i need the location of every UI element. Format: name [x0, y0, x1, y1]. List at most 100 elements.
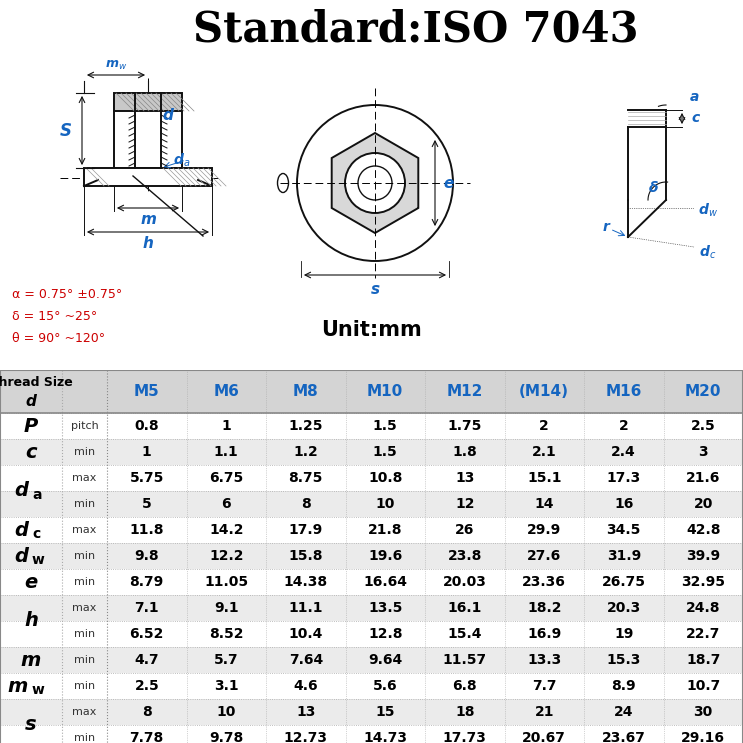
Text: 10: 10 — [375, 497, 395, 511]
Text: 16: 16 — [614, 497, 634, 511]
Text: 24: 24 — [614, 705, 634, 719]
Text: 18.7: 18.7 — [686, 653, 721, 667]
Circle shape — [297, 105, 453, 261]
Text: 22.7: 22.7 — [686, 627, 721, 641]
Text: a: a — [32, 488, 42, 502]
Text: 1: 1 — [221, 419, 231, 433]
Text: 27.6: 27.6 — [527, 549, 562, 563]
Text: min: min — [74, 499, 95, 509]
Text: 15.8: 15.8 — [288, 549, 323, 563]
Text: d: d — [14, 547, 28, 565]
Text: 3: 3 — [698, 445, 708, 459]
Text: min: min — [74, 681, 95, 691]
Text: 8.75: 8.75 — [288, 471, 323, 485]
Text: 29.16: 29.16 — [681, 731, 725, 743]
Bar — [0, 439, 743, 465]
Text: 23.67: 23.67 — [602, 731, 646, 743]
Text: max: max — [72, 525, 97, 535]
Text: s: s — [371, 282, 380, 296]
Text: 10.7: 10.7 — [686, 679, 721, 693]
Bar — [0, 699, 743, 725]
Text: 9.1: 9.1 — [214, 601, 239, 615]
Text: m: m — [21, 651, 41, 669]
Text: 5.7: 5.7 — [214, 653, 239, 667]
Text: 1.8: 1.8 — [452, 445, 477, 459]
Text: 5: 5 — [142, 497, 152, 511]
Text: 18: 18 — [455, 705, 475, 719]
Ellipse shape — [277, 174, 288, 192]
Text: 13: 13 — [455, 471, 475, 485]
Text: 8.9: 8.9 — [611, 679, 636, 693]
Text: e: e — [444, 175, 454, 190]
Text: 19.6: 19.6 — [368, 549, 403, 563]
Text: M5: M5 — [134, 384, 160, 399]
Bar — [0, 647, 743, 673]
Text: 34.5: 34.5 — [606, 523, 641, 537]
Text: 9.8: 9.8 — [134, 549, 159, 563]
Circle shape — [345, 153, 405, 213]
Text: 15.3: 15.3 — [606, 653, 641, 667]
Text: 4.6: 4.6 — [293, 679, 318, 693]
Text: 8: 8 — [142, 705, 152, 719]
Bar — [0, 465, 743, 491]
Text: max: max — [72, 603, 97, 613]
Text: min: min — [74, 551, 95, 561]
Text: 9.64: 9.64 — [368, 653, 403, 667]
Bar — [0, 413, 743, 439]
Text: (M14): (M14) — [519, 384, 569, 399]
Text: 6.52: 6.52 — [129, 627, 164, 641]
Text: 21.6: 21.6 — [686, 471, 721, 485]
Text: 7.7: 7.7 — [532, 679, 557, 693]
Text: 9.78: 9.78 — [209, 731, 244, 743]
Text: 12: 12 — [455, 497, 475, 511]
Text: α = 0.75° ±0.75°: α = 0.75° ±0.75° — [12, 288, 123, 302]
Bar — [0, 491, 743, 517]
Text: min: min — [74, 655, 95, 665]
Text: 6.75: 6.75 — [209, 471, 244, 485]
Text: 6.8: 6.8 — [452, 679, 477, 693]
Text: h: h — [143, 236, 154, 251]
Bar — [0, 621, 743, 647]
Text: Standard:ISO 7043: Standard:ISO 7043 — [193, 9, 639, 51]
Text: M8: M8 — [293, 384, 319, 399]
Text: 18.2: 18.2 — [527, 601, 562, 615]
Text: P: P — [24, 417, 38, 435]
Text: M16: M16 — [606, 384, 642, 399]
Text: d: d — [14, 481, 28, 501]
Text: 13: 13 — [296, 705, 316, 719]
Text: 10: 10 — [216, 705, 236, 719]
Text: 7.78: 7.78 — [129, 731, 164, 743]
Text: 2.1: 2.1 — [532, 445, 557, 459]
Text: 19: 19 — [614, 627, 634, 641]
Text: d$_c$: d$_c$ — [699, 243, 717, 261]
Text: δ: δ — [649, 181, 659, 195]
Text: m: m — [7, 676, 28, 695]
Text: 2: 2 — [539, 419, 549, 433]
Text: 4.7: 4.7 — [134, 653, 159, 667]
Text: 17.9: 17.9 — [288, 523, 323, 537]
Text: 12.8: 12.8 — [368, 627, 403, 641]
Text: 20.67: 20.67 — [522, 731, 566, 743]
Text: c: c — [25, 443, 36, 461]
Text: d$_a$: d$_a$ — [173, 152, 191, 169]
Text: s: s — [25, 716, 37, 735]
Text: M10: M10 — [367, 384, 403, 399]
Text: e: e — [25, 573, 38, 591]
Text: 8.52: 8.52 — [209, 627, 244, 641]
Text: 14.2: 14.2 — [209, 523, 244, 537]
Text: 26: 26 — [455, 523, 475, 537]
Text: 14.38: 14.38 — [284, 575, 328, 589]
Text: m: m — [140, 212, 156, 227]
Text: c: c — [692, 111, 700, 126]
Polygon shape — [114, 93, 182, 168]
Text: 10.8: 10.8 — [368, 471, 403, 485]
Bar — [0, 595, 743, 621]
Text: 21.8: 21.8 — [368, 523, 403, 537]
Text: 1.5: 1.5 — [373, 419, 398, 433]
Text: 24.8: 24.8 — [686, 601, 721, 615]
Text: 39.9: 39.9 — [687, 549, 720, 563]
Text: Thread Size: Thread Size — [0, 376, 72, 389]
Text: 2.5: 2.5 — [134, 679, 159, 693]
Bar — [0, 517, 743, 543]
Text: 8.79: 8.79 — [129, 575, 164, 589]
